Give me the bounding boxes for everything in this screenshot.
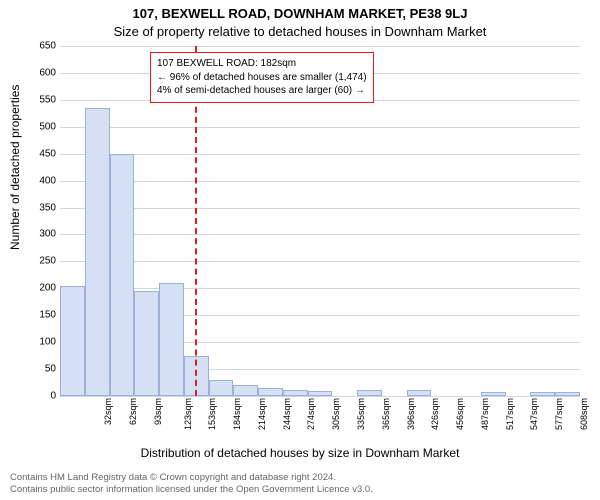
gridline (60, 261, 580, 262)
histogram-bar (60, 286, 85, 396)
histogram-bar (85, 108, 110, 396)
xtick-label: 547sqm (529, 398, 539, 430)
annotation-box: 107 BEXWELL ROAD: 182sqm ← 96% of detach… (150, 52, 374, 103)
xtick-label: 577sqm (554, 398, 564, 430)
ytick-label: 450 (39, 148, 56, 159)
xtick-label: 214sqm (257, 398, 267, 430)
ytick-label: 500 (39, 121, 56, 132)
xtick-label: 487sqm (480, 398, 490, 430)
property-size-chart: 107, BEXWELL ROAD, DOWNHAM MARKET, PE38 … (0, 0, 600, 500)
gridline (60, 396, 580, 397)
xtick-label: 93sqm (153, 398, 163, 425)
ytick-label: 250 (39, 256, 56, 267)
histogram-bar (481, 392, 506, 396)
histogram-bar (209, 380, 234, 396)
xtick-label: 32sqm (103, 398, 113, 425)
xtick-label: 153sqm (207, 398, 217, 430)
annotation-line2: ← 96% of detached houses are smaller (1,… (157, 71, 367, 85)
ytick-label: 0 (50, 391, 56, 402)
ytick-label: 150 (39, 310, 56, 321)
xtick-label: 456sqm (455, 398, 465, 430)
histogram-bar (233, 385, 258, 396)
histogram-bar (283, 390, 308, 396)
ytick-label: 50 (45, 364, 56, 375)
xtick-label: 396sqm (406, 398, 416, 430)
ytick-label: 350 (39, 202, 56, 213)
gridline (60, 46, 580, 47)
chart-title-description: Size of property relative to detached ho… (0, 24, 600, 39)
gridline (60, 288, 580, 289)
x-axis-label: Distribution of detached houses by size … (0, 446, 600, 460)
xtick-label: 244sqm (282, 398, 292, 430)
xtick-label: 426sqm (430, 398, 440, 430)
chart-title-address: 107, BEXWELL ROAD, DOWNHAM MARKET, PE38 … (0, 6, 600, 21)
histogram-bar (134, 291, 159, 396)
gridline (60, 208, 580, 209)
xtick-label: 305sqm (331, 398, 341, 430)
histogram-bar (530, 392, 555, 396)
histogram-bar (308, 391, 333, 396)
xtick-label: 274sqm (307, 398, 317, 430)
histogram-bar (555, 392, 580, 396)
annotation-line3: 4% of semi-detached houses are larger (6… (157, 84, 367, 98)
xtick-label: 608sqm (579, 398, 589, 430)
ytick-label: 100 (39, 337, 56, 348)
ytick-label: 600 (39, 67, 56, 78)
gridline (60, 181, 580, 182)
ytick-label: 400 (39, 175, 56, 186)
xtick-label: 365sqm (381, 398, 391, 430)
histogram-bar (258, 388, 283, 396)
xtick-label: 335sqm (356, 398, 366, 430)
xtick-label: 184sqm (232, 398, 242, 430)
annotation-line1: 107 BEXWELL ROAD: 182sqm (157, 57, 367, 71)
footnote: Contains HM Land Registry data © Crown c… (10, 472, 590, 496)
ytick-label: 200 (39, 283, 56, 294)
histogram-bar (110, 154, 135, 396)
histogram-bar (357, 390, 382, 396)
ytick-label: 550 (39, 94, 56, 105)
gridline (60, 234, 580, 235)
histogram-bar (407, 390, 432, 396)
ytick-label: 650 (39, 41, 56, 52)
histogram-bar (159, 283, 184, 396)
xtick-label: 62sqm (128, 398, 138, 425)
gridline (60, 127, 580, 128)
gridline (60, 154, 580, 155)
ytick-label: 300 (39, 229, 56, 240)
xtick-label: 517sqm (505, 398, 515, 430)
plot-area: 107 BEXWELL ROAD: 182sqm ← 96% of detach… (60, 46, 580, 397)
xtick-label: 123sqm (183, 398, 193, 430)
y-axis-label: Number of detached properties (8, 85, 22, 250)
